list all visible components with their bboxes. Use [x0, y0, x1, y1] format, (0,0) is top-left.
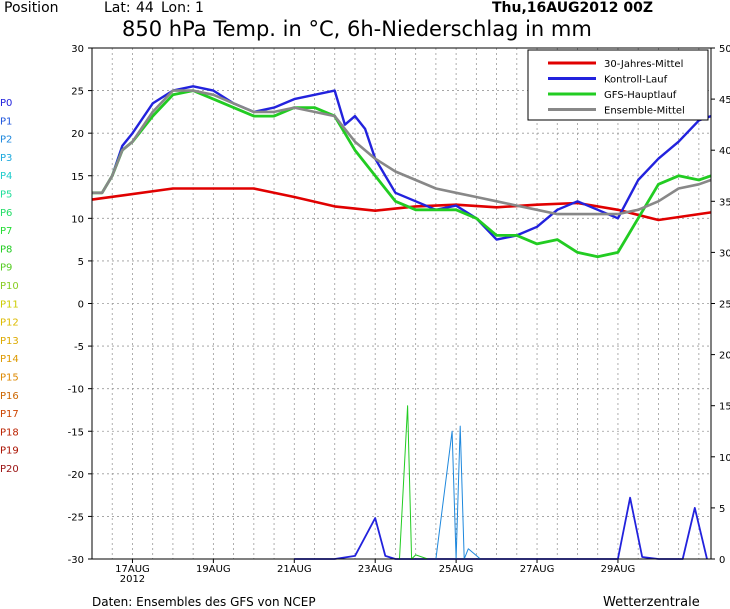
member-label: P9	[0, 263, 12, 274]
left-tick-label: 30	[71, 44, 84, 55]
chart-title: 850 hPa Temp. in °C, 6h-Niederschlag in …	[122, 17, 592, 41]
legend-label: Ensemble-Mittel	[604, 106, 685, 117]
series-precip-green	[399, 405, 428, 560]
legend-label: 30-Jahres-Mittel	[604, 59, 683, 70]
x-tick-label: 2012	[120, 574, 145, 585]
member-label: P12	[0, 318, 19, 329]
right-tick-label: 30	[719, 248, 730, 259]
member-label: P7	[0, 226, 12, 237]
right-axis: 0 5 10 15 20 25 30 35 40 45 50	[711, 44, 730, 566]
member-label: P1	[0, 116, 12, 127]
right-tick-label: 40	[719, 146, 730, 157]
source-footer: Daten: Ensembles des GFS von NCEP	[92, 595, 316, 609]
lon-label: Lon:	[161, 0, 191, 16]
x-tick-label: 21AUG	[277, 564, 312, 575]
series-ensemble-mittel	[92, 89, 712, 216]
x-tick-label: 19AUG	[196, 564, 231, 575]
right-tick-label: 35	[719, 197, 730, 208]
right-tick-label: 5	[719, 504, 725, 515]
left-tick-label: -15	[68, 427, 84, 438]
right-tick-label: 50	[719, 44, 730, 55]
left-tick-label: -20	[68, 470, 84, 481]
plot-frame	[91, 47, 712, 560]
legend-label: GFS-Hauptlauf	[604, 90, 677, 101]
left-tick-label: -30	[68, 555, 84, 566]
member-label: P5	[0, 190, 12, 201]
grid	[92, 47, 711, 560]
member-labels: P0 P1 P2 P3 P4 P5 P6 P7 P8 P9 P10 P11 P12 P13 P14 P15 P1…	[0, 98, 19, 475]
x-tick-label: 23AUG	[358, 564, 393, 575]
left-tick-label: 25	[71, 87, 84, 98]
member-label: P19	[0, 446, 19, 457]
series-30-jahres-mittel	[91, 187, 712, 222]
member-label: P17	[0, 409, 19, 420]
run-time: Thu,16AUG2012 00Z	[492, 0, 653, 16]
member-label: P2	[0, 135, 12, 146]
series-lines	[91, 85, 712, 560]
left-tick-label: -5	[74, 342, 84, 353]
x-tick-label: 17AUG	[115, 564, 150, 575]
member-label: P8	[0, 244, 12, 255]
left-tick-label: 5	[78, 257, 84, 268]
x-tick-label: 25AUG	[439, 564, 474, 575]
left-tick-label: 10	[71, 214, 84, 225]
x-tick-label: 27AUG	[520, 564, 555, 575]
member-label: P20	[0, 464, 19, 475]
left-tick-label: 20	[71, 129, 84, 140]
series-gfs-hauptlauf	[92, 89, 712, 259]
member-label: P4	[0, 171, 12, 182]
member-label: P15	[0, 373, 19, 384]
member-label: P13	[0, 336, 19, 347]
left-tick-label: -25	[68, 512, 84, 523]
lat-value: 44	[136, 0, 154, 16]
series-p0	[294, 496, 708, 560]
member-label: P3	[0, 153, 12, 164]
left-axis: -30 -25 -20 -15 -10 -5 0 5 10 15 20 25 30	[68, 44, 92, 566]
legend-label: Kontroll-Lauf	[604, 75, 668, 86]
member-label: P18	[0, 427, 19, 438]
left-tick-label: 15	[71, 172, 84, 183]
member-label: P10	[0, 281, 19, 292]
brand-footer: Wetterzentrale	[603, 595, 700, 609]
right-tick-label: 20	[719, 351, 730, 362]
lon-value: 1	[195, 0, 204, 16]
series-precip-members	[435, 425, 481, 560]
member-label: P6	[0, 208, 12, 219]
right-tick-label: 0	[719, 555, 725, 566]
x-tick-label: 29AUG	[601, 564, 636, 575]
right-tick-label: 25	[719, 300, 730, 311]
right-tick-label: 10	[719, 453, 730, 464]
member-label: P11	[0, 299, 19, 310]
left-tick-label: -10	[68, 385, 84, 396]
member-label: P0	[0, 98, 12, 109]
lat-label: Lat:	[104, 0, 131, 16]
position-label: Position	[4, 0, 59, 16]
right-tick-label: 45	[719, 95, 730, 106]
member-label: P16	[0, 391, 19, 402]
member-label: P14	[0, 354, 19, 365]
legend: 30-Jahres-Mittel Kontroll-Lauf GFS-Hauptla…	[527, 49, 709, 121]
left-tick-label: 0	[78, 300, 84, 311]
right-tick-label: 15	[719, 402, 730, 413]
